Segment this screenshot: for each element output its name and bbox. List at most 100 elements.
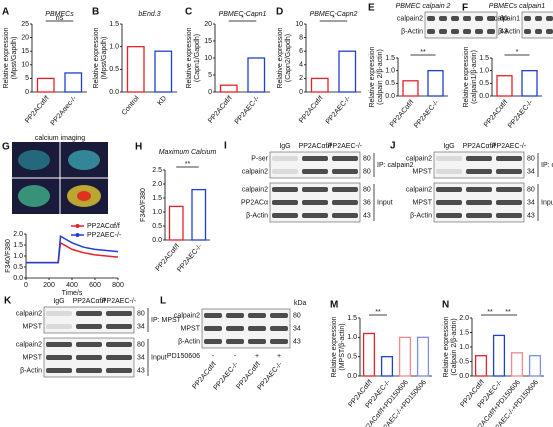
lane-label: IgG	[443, 143, 454, 150]
lane-label: IgG	[53, 298, 64, 305]
band	[535, 29, 542, 34]
band	[272, 187, 298, 192]
band	[302, 200, 328, 205]
chart-title: Maximum Calcium	[159, 149, 217, 156]
kda-label: 80	[363, 168, 371, 175]
chart-title: PBMECs	[45, 11, 74, 18]
y-tick-label: 15	[21, 48, 29, 55]
y-tick-label: 0.5	[152, 223, 162, 230]
y-tick-label: 0.5	[13, 264, 23, 271]
band	[546, 29, 553, 34]
x-tick-label: PP2ACαf/f	[24, 95, 51, 125]
band	[46, 368, 72, 373]
legend-marker	[75, 224, 80, 228]
panel-label: E	[368, 3, 375, 14]
treatment-sign: +	[277, 353, 281, 360]
kda-label: 43	[137, 367, 145, 374]
y-axis-label: Relative expression	[93, 27, 100, 88]
band	[272, 169, 298, 174]
bar	[510, 352, 524, 377]
panel-label: K	[4, 296, 12, 307]
row-label: calpain2	[174, 312, 200, 319]
bar	[154, 50, 173, 93]
lane-label: PP2AEC-/-	[328, 143, 363, 150]
blot-frame	[424, 11, 498, 39]
kda-label: 36	[363, 199, 371, 206]
band	[204, 326, 222, 331]
chart-title: PBMECs calpain1	[489, 3, 546, 10]
band	[248, 339, 266, 344]
bar	[362, 332, 376, 377]
y-tick-label: 5	[208, 72, 212, 79]
bar	[380, 356, 394, 377]
kda-label: 80	[137, 341, 145, 348]
y-tick-label: 0	[25, 89, 29, 96]
lane-label: IgG	[279, 143, 290, 150]
chart-title: calcium imaging	[35, 135, 85, 142]
y-axis-label: F340/F380	[140, 188, 147, 222]
kda-label: 80	[363, 186, 371, 193]
y-axis-label: (calpain1/β-actin)	[471, 50, 478, 104]
bar	[310, 77, 329, 93]
kda-label: 34	[137, 354, 145, 361]
treatment-sign: +	[255, 353, 259, 360]
band	[204, 339, 222, 344]
band	[496, 200, 522, 205]
x-tick-label: 600	[89, 282, 101, 289]
band	[76, 355, 102, 360]
y-tick-label: 0.0	[385, 93, 395, 100]
band	[106, 368, 132, 373]
row-label: β-Actin	[401, 28, 423, 35]
x-axis-label: Time/s	[62, 290, 83, 297]
row-label: MPST	[413, 199, 433, 206]
x-tick-label: PP2ACαf/f	[207, 95, 234, 125]
y-tick-label: 0.0	[13, 275, 23, 282]
band	[302, 169, 328, 174]
band	[272, 213, 298, 218]
band	[451, 16, 459, 21]
y-tick-label: 1.5	[347, 315, 357, 322]
cell-core	[77, 191, 91, 201]
y-axis-label: F340/F380	[5, 239, 12, 273]
band	[272, 200, 298, 205]
y-axis-label: (Mpst/Gapdh)	[11, 37, 18, 80]
y-axis-label: Relative expression	[277, 27, 284, 88]
kda-label: 80	[293, 312, 301, 319]
y-tick-label: 2.5	[152, 167, 162, 174]
x-tick-label: Control	[121, 95, 141, 117]
lane-label: PP2ACαf/f	[73, 298, 106, 305]
unit-label: kDa	[294, 300, 307, 307]
bar	[338, 50, 357, 93]
row-label: MPST	[23, 323, 43, 330]
y-tick-label: 0	[299, 89, 303, 96]
panel-label: B	[92, 7, 99, 18]
x-tick-label: 400	[66, 282, 78, 289]
band	[487, 16, 495, 21]
y-tick-label: 1.0	[109, 44, 119, 51]
y-tick-label: 2.0	[13, 231, 23, 238]
band	[436, 200, 462, 205]
row-label: PP2ACα	[241, 199, 268, 206]
chart-title: PBMEC calpain 2	[396, 3, 451, 10]
group-label: IP: calpain2	[541, 162, 553, 169]
y-tick-label: 25	[21, 21, 29, 28]
row-label: β-Actin	[246, 212, 268, 219]
bar	[191, 188, 207, 241]
y-axis-label: (calpain 2/β-actin)	[377, 49, 384, 105]
y-tick-label: 6	[299, 48, 303, 55]
x-tick-label: PP2ACαf/f	[298, 95, 325, 125]
kda-label: 34	[527, 168, 535, 175]
band	[270, 326, 288, 331]
y-tick-label: 2.0	[459, 315, 469, 322]
band	[332, 156, 358, 161]
y-axis-label: Relative expression	[369, 46, 376, 107]
y-axis-label: (Capn2/Gapdh)	[285, 34, 292, 82]
y-tick-label: 1.0	[479, 68, 489, 75]
significance-label: **	[487, 309, 493, 316]
band	[204, 313, 222, 318]
band	[106, 355, 132, 360]
x-tick-label: PP2AEC-/-	[234, 94, 262, 125]
row-label: calpain2	[16, 310, 42, 317]
band	[272, 156, 298, 161]
y-axis-label: (MPST/β-actin)	[339, 323, 346, 370]
